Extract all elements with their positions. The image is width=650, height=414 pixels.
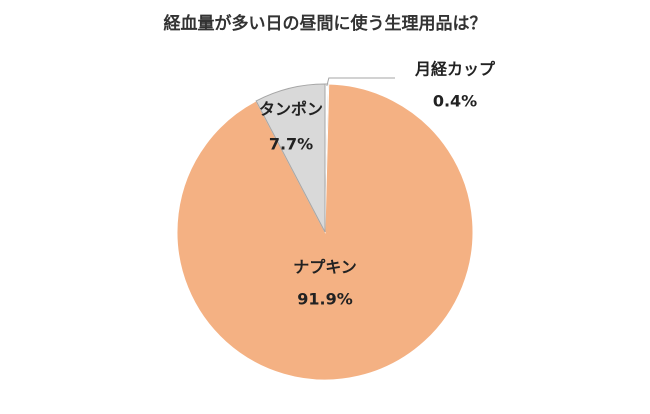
slice-value: 91.9%	[297, 290, 353, 309]
chart-title: 経血量が多い日の昼間に使う生理用品は？	[164, 13, 487, 34]
leader-line	[326, 77, 395, 87]
slice-label: ナプキン	[293, 258, 357, 277]
pie-slice	[255, 83, 326, 233]
slice-label: タンポン	[259, 100, 323, 119]
slice-value: 7.7%	[269, 135, 313, 154]
slice-value: 0.4%	[433, 92, 477, 111]
slice-label: 月経カップ	[414, 60, 496, 79]
